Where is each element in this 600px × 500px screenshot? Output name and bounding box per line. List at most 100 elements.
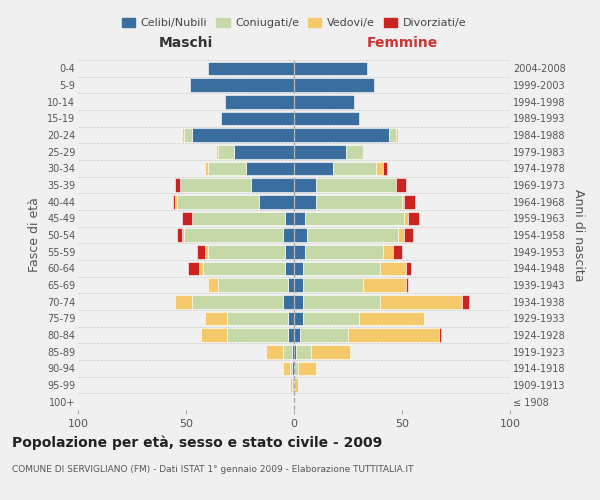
Bar bbox=[182, 212, 193, 225]
Bar bbox=[247, 162, 294, 175]
Bar bbox=[175, 195, 178, 208]
Text: COMUNE DI SERVIGLIANO (FM) - Dati ISTAT 1° gennaio 2009 - Elaborazione TUTTITALI: COMUNE DI SERVIGLIANO (FM) - Dati ISTAT … bbox=[12, 465, 413, 474]
Bar bbox=[307, 228, 398, 242]
Bar bbox=[376, 162, 383, 175]
Bar bbox=[251, 178, 294, 192]
Bar bbox=[178, 195, 259, 208]
Bar bbox=[439, 328, 441, 342]
Bar bbox=[184, 128, 193, 142]
Bar bbox=[266, 345, 283, 358]
Bar bbox=[294, 212, 305, 225]
Bar bbox=[463, 295, 469, 308]
Bar bbox=[227, 312, 287, 325]
Bar bbox=[294, 295, 302, 308]
Bar bbox=[363, 278, 406, 292]
Bar bbox=[208, 162, 247, 175]
Bar bbox=[402, 195, 404, 208]
Bar bbox=[178, 228, 182, 242]
Legend: Celibi/Nubili, Coniugati/e, Vedovi/e, Divorziati/e: Celibi/Nubili, Coniugati/e, Vedovi/e, Di… bbox=[118, 13, 470, 32]
Bar bbox=[287, 312, 294, 325]
Bar bbox=[287, 328, 294, 342]
Bar bbox=[286, 212, 294, 225]
Bar bbox=[302, 262, 380, 275]
Bar bbox=[190, 78, 294, 92]
Bar bbox=[290, 378, 292, 392]
Bar bbox=[179, 178, 251, 192]
Bar bbox=[208, 62, 294, 75]
Bar bbox=[294, 62, 367, 75]
Bar bbox=[294, 145, 346, 158]
Bar bbox=[286, 262, 294, 275]
Bar bbox=[294, 378, 298, 392]
Bar bbox=[292, 362, 294, 375]
Bar bbox=[380, 262, 406, 275]
Bar bbox=[383, 245, 394, 258]
Bar bbox=[208, 278, 218, 292]
Bar bbox=[302, 295, 380, 308]
Y-axis label: Fasce di età: Fasce di età bbox=[28, 198, 41, 272]
Bar bbox=[348, 328, 439, 342]
Bar bbox=[316, 195, 402, 208]
Bar bbox=[333, 162, 376, 175]
Bar bbox=[296, 345, 311, 358]
Bar bbox=[294, 328, 301, 342]
Bar bbox=[302, 278, 363, 292]
Bar bbox=[389, 128, 395, 142]
Bar bbox=[316, 178, 395, 192]
Bar bbox=[201, 328, 227, 342]
Bar bbox=[406, 278, 409, 292]
Bar bbox=[283, 295, 294, 308]
Bar bbox=[208, 245, 286, 258]
Bar bbox=[205, 312, 227, 325]
Bar bbox=[286, 245, 294, 258]
Bar bbox=[294, 245, 305, 258]
Bar bbox=[287, 278, 294, 292]
Bar bbox=[398, 228, 404, 242]
Bar bbox=[203, 262, 286, 275]
Bar bbox=[182, 228, 184, 242]
Bar bbox=[173, 195, 175, 208]
Text: Femmine: Femmine bbox=[367, 36, 437, 50]
Bar bbox=[294, 78, 374, 92]
Bar bbox=[409, 212, 419, 225]
Bar bbox=[294, 362, 298, 375]
Bar bbox=[259, 195, 294, 208]
Bar bbox=[294, 112, 359, 125]
Bar bbox=[294, 162, 333, 175]
Bar bbox=[383, 162, 387, 175]
Bar bbox=[227, 328, 287, 342]
Bar bbox=[404, 195, 415, 208]
Bar bbox=[218, 145, 233, 158]
Y-axis label: Anni di nascita: Anni di nascita bbox=[572, 188, 585, 281]
Bar bbox=[346, 145, 363, 158]
Bar bbox=[184, 228, 283, 242]
Bar bbox=[205, 162, 208, 175]
Bar bbox=[395, 178, 406, 192]
Bar bbox=[302, 312, 359, 325]
Bar bbox=[294, 195, 316, 208]
Bar bbox=[218, 278, 287, 292]
Bar bbox=[175, 295, 193, 308]
Text: Maschi: Maschi bbox=[159, 36, 213, 50]
Bar bbox=[233, 145, 294, 158]
Bar bbox=[294, 262, 302, 275]
Bar bbox=[305, 212, 404, 225]
Bar bbox=[188, 262, 199, 275]
Bar bbox=[193, 212, 286, 225]
Bar bbox=[283, 345, 292, 358]
Bar bbox=[193, 128, 294, 142]
Bar bbox=[311, 345, 350, 358]
Bar bbox=[298, 362, 316, 375]
Bar bbox=[216, 145, 218, 158]
Bar bbox=[294, 345, 296, 358]
Bar bbox=[404, 228, 413, 242]
Bar bbox=[305, 245, 383, 258]
Bar bbox=[394, 245, 402, 258]
Bar bbox=[294, 278, 302, 292]
Bar bbox=[406, 262, 410, 275]
Bar bbox=[175, 178, 179, 192]
Bar bbox=[221, 112, 294, 125]
Bar bbox=[380, 295, 463, 308]
Bar bbox=[205, 245, 208, 258]
Bar bbox=[294, 128, 389, 142]
